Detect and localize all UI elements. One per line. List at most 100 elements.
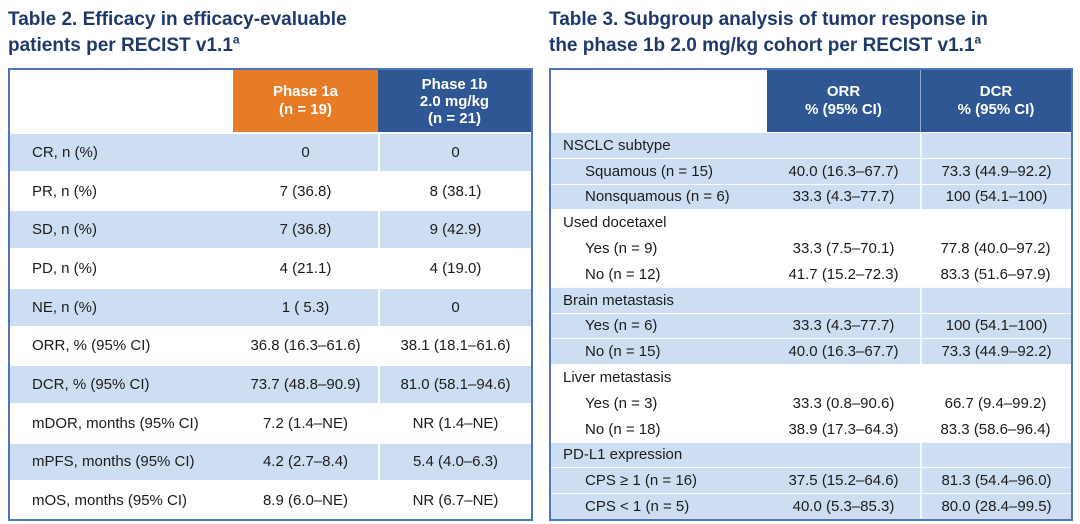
group-header-label: PD-L1 expression bbox=[563, 446, 683, 464]
dcr-value: 66.7 (9.4–99.2) bbox=[944, 394, 1047, 412]
table-row-docetaxel-no: No (n = 12) 41.7 (15.2–72.3) 83.3 (51.6–… bbox=[551, 260, 1071, 287]
dcr-value: 80.0 (28.4–99.5) bbox=[920, 494, 1071, 519]
table-row-cps-lt-1: CPS < 1 (n = 5) 40.0 (5.3–85.3) 80.0 (28… bbox=[551, 493, 1071, 519]
group-header-row-nsclc-subtype: NSCLC subtype bbox=[551, 132, 1071, 158]
row-label: mPFS, months (95% CI) bbox=[32, 453, 195, 471]
row-label: Yes (n = 6) bbox=[585, 317, 658, 335]
table-row-brain-yes: Yes (n = 6) 33.3 (4.3–77.7) 100 (54.1–10… bbox=[551, 312, 1071, 339]
group-header-label: NSCLC subtype bbox=[563, 136, 671, 154]
row-label: Yes (n = 9) bbox=[585, 240, 658, 258]
row-label: PD, n (%) bbox=[32, 259, 98, 277]
orr-value-empty bbox=[767, 443, 920, 468]
dcr-value: 77.8 (40.0–97.2) bbox=[940, 240, 1051, 258]
phase1b-value: 81.0 (58.1–94.6) bbox=[378, 366, 531, 403]
phase1a-value: 7 (36.8) bbox=[279, 182, 332, 200]
table-row-cps-ge-1: CPS ≥ 1 (n = 16) 37.5 (15.2–64.6) 81.3 (… bbox=[551, 467, 1071, 494]
table2-title-line1: Table 2. Efficacy in efficacy-evaluable bbox=[8, 9, 347, 30]
row-label: Squamous (n = 15) bbox=[585, 162, 713, 180]
group-header-row-pdl1-expression: PD-L1 expression bbox=[551, 441, 1071, 468]
orr-value-empty bbox=[767, 133, 920, 158]
phase1a-value: 7 (36.8) bbox=[279, 221, 332, 239]
table-row-pd: PD, n (%) 4 (21.1) 4 (19.0) bbox=[10, 248, 531, 287]
table-row-pr: PR, n (%) 7 (36.8) 8 (38.1) bbox=[10, 170, 531, 210]
table3-title-line2: the phase 1b 2.0 mg/kg cohort per RECIST… bbox=[549, 33, 1073, 59]
phase1b-value: 38.1 (18.1–61.6) bbox=[378, 327, 531, 365]
row-label: PR, n (%) bbox=[32, 182, 98, 200]
orr-value-empty bbox=[767, 365, 920, 390]
table3-title-line2-text: the phase 1b 2.0 mg/kg cohort per RECIST… bbox=[549, 35, 975, 56]
table-row-ne: NE, n (%) 1 ( 5.3) 0 bbox=[10, 286, 531, 326]
phase1a-value: 73.7 (48.8–90.9) bbox=[250, 376, 361, 394]
table-row-orr: ORR, % (95% CI) 36.8 (16.3–61.6) 38.1 (1… bbox=[10, 325, 531, 365]
dcr-value-empty bbox=[920, 133, 1071, 158]
orr-value-empty bbox=[767, 210, 920, 235]
table3-title: Table 3. Subgroup analysis of tumor resp… bbox=[549, 7, 1073, 59]
row-label: ORR, % (95% CI) bbox=[32, 337, 151, 355]
table2-header-row: Phase 1a (n = 19) Phase 1b 2.0 mg/kg (n … bbox=[10, 70, 531, 132]
row-label: Nonsquamous (n = 6) bbox=[585, 188, 730, 206]
table2: Phase 1a (n = 19) Phase 1b 2.0 mg/kg (n … bbox=[8, 68, 533, 521]
phase1a-value: 0 bbox=[301, 143, 310, 161]
row-label: CR, n (%) bbox=[32, 143, 98, 161]
dcr-value: 100 (54.1–100) bbox=[920, 184, 1071, 210]
orr-value: 40.0 (16.3–67.7) bbox=[788, 343, 899, 361]
row-label: Yes (n = 3) bbox=[585, 394, 658, 412]
orr-value: 37.5 (15.2–64.6) bbox=[788, 472, 899, 490]
row-label: mDOR, months (95% CI) bbox=[32, 414, 199, 432]
orr-value: 41.7 (15.2–72.3) bbox=[788, 265, 899, 283]
dcr-value: 83.3 (51.6–97.9) bbox=[940, 265, 1051, 283]
phase1a-value: 7.2 (1.4–NE) bbox=[262, 414, 349, 432]
table3-body: NSCLC subtype Squamous (n = 15) 40.0 (16… bbox=[551, 132, 1071, 519]
row-label: SD, n (%) bbox=[32, 221, 98, 239]
phase1b-header-line2: 2.0 mg/kg bbox=[419, 92, 490, 110]
table-row-brain-no: No (n = 15) 40.0 (16.3–67.7) 73.3 (44.9–… bbox=[551, 338, 1071, 365]
orr-value: 38.9 (17.3–64.3) bbox=[788, 420, 899, 438]
table2-header-phase1b: Phase 1b 2.0 mg/kg (n = 21) bbox=[378, 70, 531, 132]
phase1a-value: 36.8 (16.3–61.6) bbox=[250, 337, 361, 355]
table-row-cr: CR, n (%) 0 0 bbox=[10, 132, 531, 171]
table-row-mdor: mDOR, months (95% CI) 7.2 (1.4–NE) NR (1… bbox=[10, 402, 531, 442]
table3-header-orr: ORR % (95% CI) bbox=[767, 70, 920, 132]
orr-value: 40.0 (16.3–67.7) bbox=[788, 162, 899, 180]
table2-title-line2-text: patients per RECIST v1.1 bbox=[8, 35, 233, 56]
orr-value: 40.0 (5.3–85.3) bbox=[792, 498, 895, 516]
phase1b-value: 8 (38.1) bbox=[378, 172, 531, 210]
table2-header-empty-cell bbox=[10, 70, 233, 132]
group-header-label: Liver metastasis bbox=[563, 369, 672, 387]
orr-value: 33.3 (0.8–90.6) bbox=[792, 394, 895, 412]
table-row-sd: SD, n (%) 7 (36.8) 9 (42.9) bbox=[10, 209, 531, 249]
table3-header-dcr: DCR % (95% CI) bbox=[920, 70, 1071, 132]
table-row-dcr: DCR, % (95% CI) 73.7 (48.8–90.9) 81.0 (5… bbox=[10, 364, 531, 403]
phase1b-header-line1: Phase 1b bbox=[421, 75, 488, 93]
orr-value: 33.3 (4.3–77.7) bbox=[792, 188, 895, 206]
phase1b-value: NR (1.4–NE) bbox=[378, 404, 531, 442]
table2-title: Table 2. Efficacy in efficacy-evaluable … bbox=[8, 7, 533, 59]
table3-panel: Table 3. Subgroup analysis of tumor resp… bbox=[549, 0, 1073, 521]
dcr-value: 73.3 (44.9–92.2) bbox=[920, 158, 1071, 184]
table2-header-phase1a: Phase 1a (n = 19) bbox=[233, 70, 378, 132]
phase1b-value: 4 (19.0) bbox=[378, 250, 531, 287]
phase1b-value: 5.4 (4.0–6.3) bbox=[378, 443, 531, 481]
table-row-liver-yes: Yes (n = 3) 33.3 (0.8–90.6) 66.7 (9.4–99… bbox=[551, 389, 1071, 416]
footnote-marker-a: a bbox=[974, 32, 982, 47]
phase1b-header-line3: (n = 21) bbox=[428, 109, 481, 127]
orr-value: 33.3 (7.5–70.1) bbox=[792, 240, 895, 258]
table3-title-line1: Table 3. Subgroup analysis of tumor resp… bbox=[549, 9, 988, 30]
dcr-value-empty bbox=[920, 442, 1071, 468]
phase1b-value: 0 bbox=[378, 134, 531, 171]
row-label: No (n = 15) bbox=[585, 343, 661, 361]
table3: ORR % (95% CI) DCR % (95% CI) NSCLC subt… bbox=[549, 68, 1073, 521]
row-label: mOS, months (95% CI) bbox=[32, 492, 188, 510]
phase1b-value: NR (6.7–NE) bbox=[378, 482, 531, 520]
dcr-header-line2: % (95% CI) bbox=[957, 101, 1035, 118]
table-row-mpfs: mPFS, months (95% CI) 4.2 (2.7–8.4) 5.4 … bbox=[10, 441, 531, 481]
dcr-header-line1: DCR bbox=[979, 83, 1013, 100]
orr-header-line1: ORR bbox=[826, 83, 861, 100]
group-header-label: Used docetaxel bbox=[563, 214, 667, 232]
dcr-value-empty bbox=[920, 365, 1071, 390]
phase1b-value: 0 bbox=[378, 288, 531, 326]
table3-header-empty-cell bbox=[551, 70, 767, 132]
orr-value-empty bbox=[767, 288, 920, 313]
row-label: No (n = 18) bbox=[585, 420, 661, 438]
